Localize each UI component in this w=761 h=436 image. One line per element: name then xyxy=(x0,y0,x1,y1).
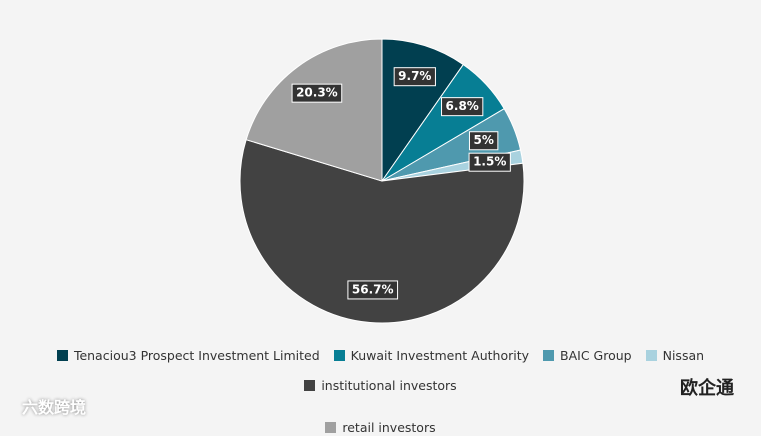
legend: Tenaciou3 Prospect Investment Limited Kuw… xyxy=(15,346,746,436)
data-label: 56.7% xyxy=(352,282,394,296)
legend-swatch xyxy=(645,349,657,361)
legend-swatch xyxy=(543,349,555,361)
pie-slice xyxy=(245,38,383,182)
data-label-box xyxy=(291,83,343,103)
page: 9.7% 6.8% 5% 1.5% 56.7% 20.3% Tenaciou3 Prosp… xyxy=(22,38,734,435)
watermark: 六数跨境 xyxy=(22,398,87,417)
data-label-group: 6.8% xyxy=(441,97,484,117)
legend-label: Nissan xyxy=(662,347,705,363)
legend-swatch xyxy=(325,421,337,433)
data-label-box xyxy=(468,131,499,151)
data-label-group: 56.7% xyxy=(347,280,399,300)
legend-swatch xyxy=(333,349,345,361)
legend-swatch xyxy=(304,379,316,391)
data-label-group: 5% xyxy=(468,131,499,151)
pie-slice xyxy=(239,139,525,324)
legend-item[interactable]: Tenaciou3 Prospect Investment Limited xyxy=(56,346,320,364)
legend-label: Tenaciou3 Prospect Investment Limited xyxy=(73,347,320,363)
data-label: 20.3% xyxy=(296,86,338,100)
legend-swatch xyxy=(56,349,68,361)
data-label-box xyxy=(468,152,511,172)
data-label: 1.5% xyxy=(473,155,506,169)
legend-item[interactable]: Kuwait Investment Authority xyxy=(333,346,530,364)
data-label: 5% xyxy=(473,133,493,147)
legend-item[interactable]: Nissan xyxy=(645,346,705,364)
data-label-box xyxy=(393,67,436,87)
legend-label: Kuwait Investment Authority xyxy=(350,347,530,363)
watermark: 欧企通 xyxy=(680,378,734,399)
data-label-group: 1.5% xyxy=(468,152,511,172)
data-label-box xyxy=(347,280,399,300)
legend-item[interactable]: BAIC Group xyxy=(543,346,632,364)
data-label-group: 9.7% xyxy=(393,67,436,87)
legend-label: retail investors xyxy=(342,419,436,435)
legend-item[interactable]: institutional investors xyxy=(304,376,457,394)
legend-label: institutional investors xyxy=(321,377,457,393)
legend-item[interactable]: retail investors xyxy=(325,418,436,436)
data-label: 9.7% xyxy=(398,69,431,83)
legend-label: BAIC Group xyxy=(560,347,632,363)
data-label-group: 20.3% xyxy=(291,83,343,103)
chart: 9.7% 6.8% 5% 1.5% 56.7% 20.3% xyxy=(239,38,525,324)
data-label: 6.8% xyxy=(446,99,479,113)
data-label-box xyxy=(441,97,484,117)
